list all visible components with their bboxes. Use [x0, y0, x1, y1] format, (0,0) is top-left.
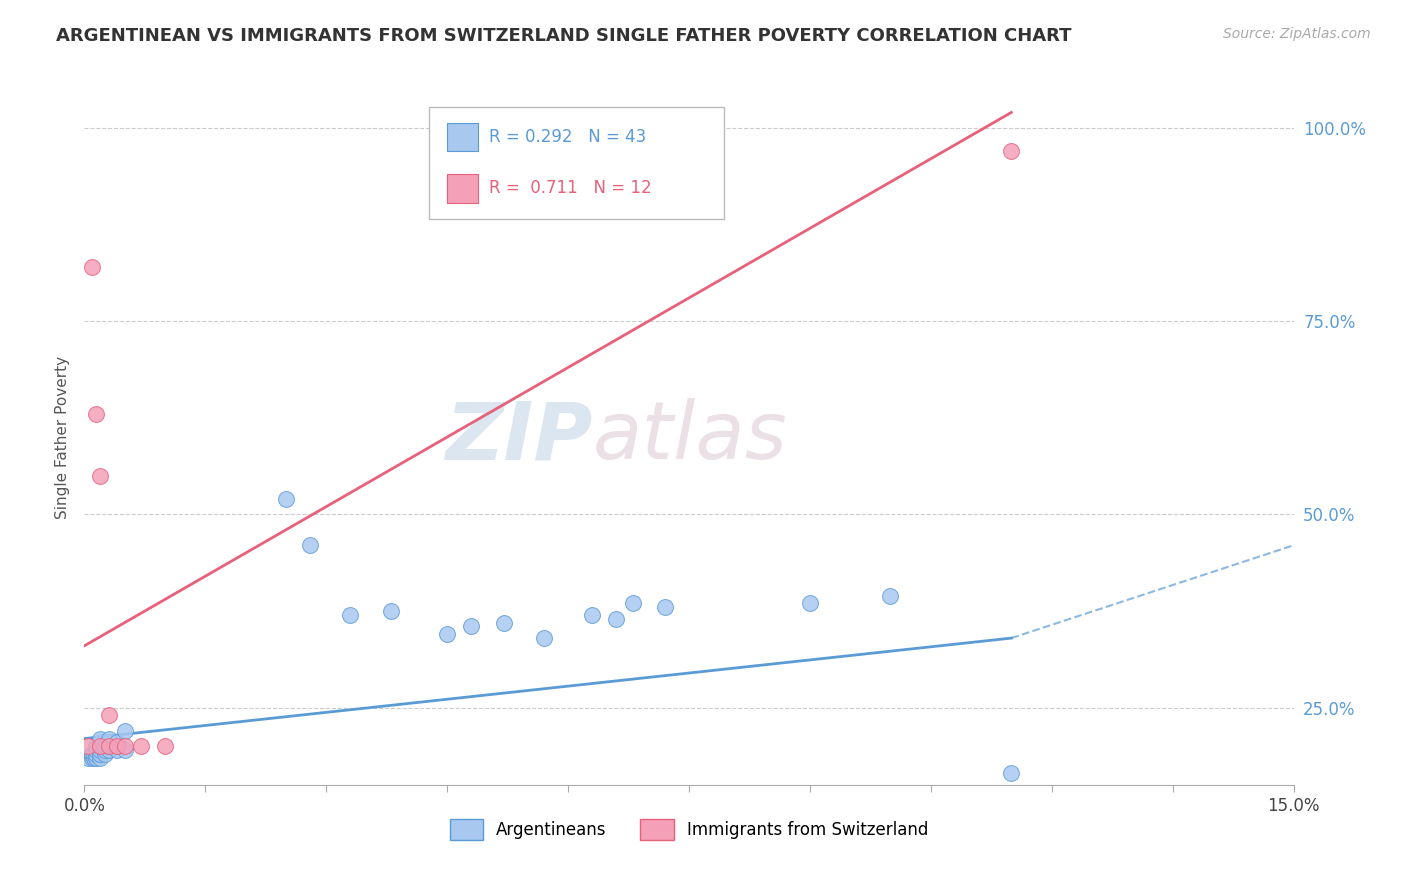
Point [83, 747, 105, 761]
Legend: Argentineans, Immigrants from Switzerland: Argentineans, Immigrants from Switzerlan… [443, 813, 935, 847]
Text: Source: ZipAtlas.com: Source: ZipAtlas.com [1223, 27, 1371, 41]
Point [93, 739, 115, 754]
Point [114, 739, 136, 754]
Point [89, 743, 111, 757]
Point [89, 739, 111, 754]
Point [77, 739, 100, 754]
Point [83, 751, 105, 765]
Point [621, 596, 644, 610]
Point [153, 739, 176, 754]
Point [97, 743, 120, 757]
Point [105, 735, 128, 749]
Point [129, 739, 152, 754]
Point [86, 739, 108, 754]
Point [274, 491, 297, 506]
Point [114, 743, 136, 757]
Point [89, 747, 111, 761]
Point [82, 260, 104, 274]
Point [86, 407, 108, 421]
Point [339, 607, 361, 622]
Point [89, 751, 111, 765]
Point [89, 735, 111, 749]
Point [89, 468, 111, 483]
Y-axis label: Single Father Poverty: Single Father Poverty [55, 356, 70, 518]
Text: ARGENTINEAN VS IMMIGRANTS FROM SWITZERLAND SINGLE FATHER POVERTY CORRELATION CHA: ARGENTINEAN VS IMMIGRANTS FROM SWITZERLA… [56, 27, 1071, 45]
Point [86, 743, 108, 757]
Point [380, 604, 402, 618]
Point [105, 739, 128, 754]
Point [533, 631, 555, 645]
Point [581, 607, 603, 622]
Point [97, 708, 120, 723]
Point [86, 747, 108, 761]
Point [86, 751, 108, 765]
Point [299, 538, 322, 552]
Point [97, 739, 120, 754]
Point [89, 731, 111, 746]
Point [879, 589, 901, 603]
Point [77, 751, 100, 765]
Point [82, 747, 104, 761]
Point [93, 743, 115, 757]
Text: R =  0.711   N = 12: R = 0.711 N = 12 [489, 179, 652, 197]
Point [97, 739, 120, 754]
Point [93, 747, 115, 761]
Point [1000, 766, 1022, 780]
Point [89, 739, 111, 754]
Point [436, 627, 458, 641]
Point [114, 723, 136, 738]
Point [654, 600, 676, 615]
Text: R = 0.292   N = 43: R = 0.292 N = 43 [489, 128, 647, 146]
Point [82, 747, 104, 761]
Text: ZIP: ZIP [444, 398, 592, 476]
Point [82, 751, 104, 765]
Point [605, 612, 627, 626]
Point [492, 615, 515, 630]
Text: atlas: atlas [592, 398, 787, 476]
Point [1000, 144, 1022, 158]
Point [460, 619, 482, 633]
Point [97, 735, 120, 749]
Point [799, 596, 821, 610]
Point [105, 739, 128, 754]
Point [97, 731, 120, 746]
Point [105, 743, 128, 757]
